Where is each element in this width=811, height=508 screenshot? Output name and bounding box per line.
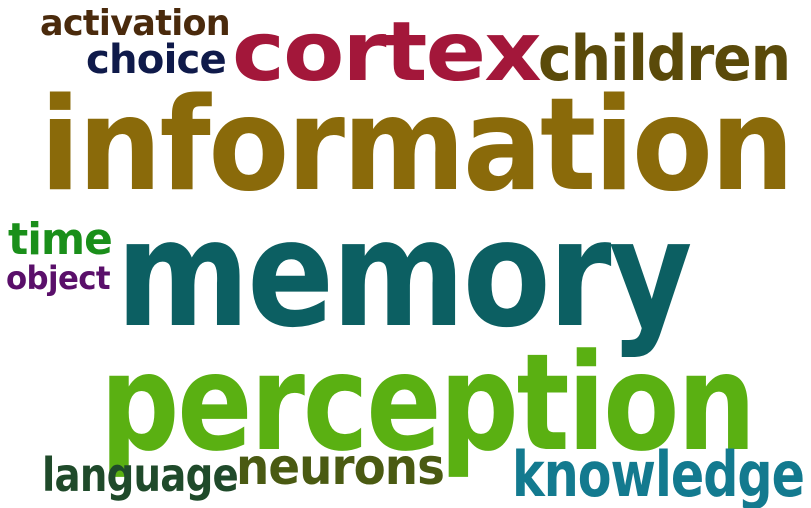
word-information: information — [40, 71, 794, 220]
word-activation: activation — [40, 3, 231, 44]
word-object: object — [6, 259, 111, 297]
word-choice: choice — [86, 37, 227, 83]
word-language: language — [42, 448, 239, 502]
word-memory: memory — [116, 188, 693, 360]
word-knowledge: knowledge — [512, 438, 805, 508]
word-perception: perception — [100, 325, 756, 481]
word-neurons: neurons — [236, 438, 445, 496]
word-time: time — [8, 214, 113, 265]
word-children: children — [538, 22, 791, 95]
word-cortex: cortex — [232, 5, 542, 100]
